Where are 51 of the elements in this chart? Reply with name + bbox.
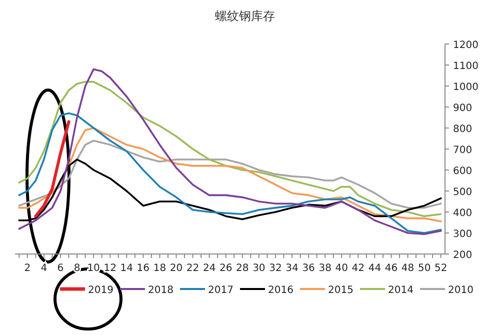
x-tick-label: 22 [186,263,200,274]
x-tick-label: 6 [57,263,64,274]
legend-label: 2016 [268,285,294,296]
legend-label: 2015 [328,285,354,296]
y-tick-label: 1100 [453,61,478,72]
legend-label: 2014 [388,285,414,296]
line-series [18,127,442,222]
x-tick-label: 28 [236,263,249,274]
x-tick-label: 38 [318,263,332,274]
x-tick-label: 14 [120,263,133,274]
x-tick-label: 24 [202,263,216,274]
line-series [18,112,442,234]
y-tick-label: 700 [453,145,472,156]
x-tick-label: 48 [401,263,414,274]
x-tick-label: 4 [40,263,48,274]
x-tick-label: 44 [368,263,382,274]
line-series [18,158,442,222]
legend-label: 2019 [88,285,114,296]
x-tick-label: 32 [269,263,282,274]
y-tick-label: 1000 [453,82,478,93]
line-series [18,80,442,218]
x-tick-label: 16 [136,263,150,274]
x-tick-label: 30 [252,263,266,274]
x-tick-label: 20 [170,263,183,274]
y-tick-label: 500 [453,187,472,198]
legend-label: 2017 [208,285,234,296]
x-tick-label: 26 [220,263,232,274]
x-tick-label: 50 [418,263,431,274]
x-tick-label: 46 [384,263,398,274]
legend-label: 2018 [148,285,174,296]
y-tick-label: 400 [453,208,472,219]
x-tick-label: 36 [302,263,315,274]
y-tick-label: 600 [453,166,472,177]
y-tick-label: 200 [453,250,472,261]
line-series [18,68,442,235]
line-series [18,140,442,209]
y-tick-label: 1200 [453,40,478,51]
x-tick-label: 34 [286,263,298,274]
x-tick-label: 18 [153,263,166,274]
x-tick-label: 2 [24,263,31,274]
y-tick-label: 900 [453,103,472,114]
y-tick-label: 800 [453,124,472,135]
line-series [34,120,70,218]
y-tick-label: 300 [453,229,472,240]
x-tick-label: 8 [74,263,80,274]
legend-label: 2010 [448,285,474,296]
chart-title: 螺纹钢库存 [215,9,275,23]
x-tick-label: 12 [104,263,116,274]
x-tick-label: 40 [335,263,348,274]
x-tick-label: 52 [434,263,448,274]
x-tick-label: 42 [352,263,365,274]
